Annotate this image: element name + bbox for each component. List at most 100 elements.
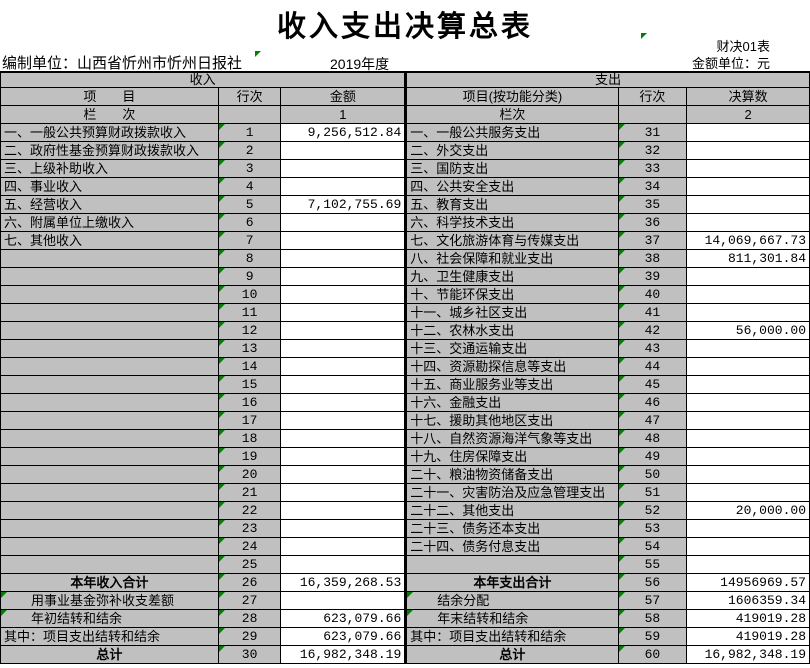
income-line-number-cell[interactable]: 5	[217, 195, 282, 214]
expenditure-amount-cell[interactable]	[686, 159, 810, 178]
expenditure-amount-cell[interactable]	[686, 123, 810, 142]
expenditure-item-cell[interactable]	[405, 555, 619, 574]
income-amount-cell[interactable]: 7,102,755.69	[280, 195, 406, 214]
income-item-cell[interactable]	[0, 339, 219, 358]
expenditure-line-number-cell[interactable]: 49	[617, 447, 688, 466]
income-line-number-cell[interactable]: 11	[217, 303, 282, 322]
expenditure-amount-cell[interactable]	[686, 483, 810, 502]
expenditure-amount-cell[interactable]	[686, 375, 810, 394]
income-section-header[interactable]: 收入	[0, 72, 406, 88]
expenditure-item-cell[interactable]: 一、一般公共服务支出	[405, 123, 619, 142]
expenditure-item-cell[interactable]: 十五、商业服务业等支出	[405, 375, 619, 394]
expenditure-item-cell[interactable]: 二十、粮油物资储备支出	[405, 465, 619, 484]
expenditure-amount-cell[interactable]	[686, 285, 810, 304]
income-line-number-cell[interactable]: 6	[217, 213, 282, 232]
income-item-cell[interactable]	[0, 501, 219, 520]
expenditure-item-cell[interactable]: 十八、自然资源海洋气象等支出	[405, 429, 619, 448]
income-line-number-cell[interactable]: 27	[217, 591, 282, 610]
expenditure-amount-cell[interactable]	[686, 141, 810, 160]
expenditure-line-number-cell[interactable]: 53	[617, 519, 688, 538]
expenditure-amount-cell[interactable]	[686, 429, 810, 448]
expenditure-line-number-cell[interactable]: 55	[617, 555, 688, 574]
income-amount-cell[interactable]	[280, 285, 406, 304]
income-item-cell[interactable]	[0, 249, 219, 268]
income-line-number-cell[interactable]: 13	[217, 339, 282, 358]
expenditure-line-number-cell[interactable]: 41	[617, 303, 688, 322]
income-item-cell[interactable]: 年初结转和结余	[0, 609, 219, 628]
income-line-number-cell[interactable]: 20	[217, 465, 282, 484]
expenditure-item-cell[interactable]: 十九、住房保障支出	[405, 447, 619, 466]
expenditure-item-cell[interactable]: 十、节能环保支出	[405, 285, 619, 304]
income-item-cell[interactable]: 三、上级补助收入	[0, 159, 219, 178]
income-amount-cell[interactable]	[280, 303, 406, 322]
income-line-number-cell[interactable]: 16	[217, 393, 282, 412]
expenditure-line-number-cell[interactable]: 47	[617, 411, 688, 430]
expenditure-col-header-item[interactable]: 项目(按功能分类)	[405, 87, 619, 106]
expenditure-amount-cell[interactable]: 811,301.84	[686, 249, 810, 268]
income-amount-cell[interactable]	[280, 537, 406, 556]
expenditure-line-number-cell[interactable]: 40	[617, 285, 688, 304]
income-item-cell[interactable]: 七、其他收入	[0, 231, 219, 250]
expenditure-index-line[interactable]	[617, 105, 688, 124]
income-amount-cell[interactable]: 9,256,512.84	[280, 123, 406, 142]
income-line-number-cell[interactable]: 17	[217, 411, 282, 430]
income-amount-cell[interactable]: 16,359,268.53	[280, 573, 406, 592]
expenditure-line-number-cell[interactable]: 37	[617, 231, 688, 250]
income-index-item[interactable]: 栏 次	[0, 105, 219, 124]
income-item-cell[interactable]: 五、经营收入	[0, 195, 219, 214]
income-amount-cell[interactable]	[280, 393, 406, 412]
expenditure-item-cell[interactable]: 九、卫生健康支出	[405, 267, 619, 286]
income-amount-cell[interactable]	[280, 447, 406, 466]
income-item-cell[interactable]	[0, 447, 219, 466]
income-amount-cell[interactable]	[280, 411, 406, 430]
expenditure-amount-cell[interactable]	[686, 267, 810, 286]
income-amount-cell[interactable]	[280, 465, 406, 484]
expenditure-line-number-cell[interactable]: 38	[617, 249, 688, 268]
income-item-cell[interactable]: 一、一般公共预算财政拨款收入	[0, 123, 219, 142]
expenditure-amount-cell[interactable]	[686, 213, 810, 232]
expenditure-item-cell[interactable]: 本年支出合计	[405, 573, 619, 592]
income-amount-cell[interactable]	[280, 177, 406, 196]
income-index-amount[interactable]: 1	[280, 105, 406, 124]
income-amount-cell[interactable]	[280, 591, 406, 610]
income-line-number-cell[interactable]: 9	[217, 267, 282, 286]
expenditure-item-cell[interactable]: 二、外交支出	[405, 141, 619, 160]
expenditure-item-cell[interactable]: 十六、金融支出	[405, 393, 619, 412]
expenditure-line-number-cell[interactable]: 32	[617, 141, 688, 160]
income-col-header-line[interactable]: 行次	[217, 87, 282, 106]
expenditure-item-cell[interactable]: 八、社会保障和就业支出	[405, 249, 619, 268]
expenditure-index-amount[interactable]: 2	[686, 105, 810, 124]
income-line-number-cell[interactable]: 24	[217, 537, 282, 556]
expenditure-line-number-cell[interactable]: 34	[617, 177, 688, 196]
expenditure-line-number-cell[interactable]: 50	[617, 465, 688, 484]
income-line-number-cell[interactable]: 15	[217, 375, 282, 394]
income-line-number-cell[interactable]: 26	[217, 573, 282, 592]
expenditure-amount-cell[interactable]	[686, 177, 810, 196]
expenditure-item-cell[interactable]: 二十一、灾害防治及应急管理支出	[405, 483, 619, 502]
expenditure-line-number-cell[interactable]: 54	[617, 537, 688, 556]
income-line-number-cell[interactable]: 18	[217, 429, 282, 448]
income-line-number-cell[interactable]: 30	[217, 645, 282, 664]
expenditure-line-number-cell[interactable]: 43	[617, 339, 688, 358]
income-line-number-cell[interactable]: 25	[217, 555, 282, 574]
income-item-cell[interactable]: 其中：项目支出结转和结余	[0, 627, 219, 646]
expenditure-col-header-amount[interactable]: 决算数	[686, 87, 810, 106]
expenditure-line-number-cell[interactable]: 52	[617, 501, 688, 520]
expenditure-amount-cell[interactable]	[686, 195, 810, 214]
income-amount-cell[interactable]	[280, 249, 406, 268]
expenditure-line-number-cell[interactable]: 60	[617, 645, 688, 664]
income-item-cell[interactable]	[0, 357, 219, 376]
income-item-cell[interactable]: 六、附属单位上缴收入	[0, 213, 219, 232]
income-line-number-cell[interactable]: 23	[217, 519, 282, 538]
expenditure-item-cell[interactable]: 十三、交通运输支出	[405, 339, 619, 358]
income-item-cell[interactable]	[0, 483, 219, 502]
expenditure-line-number-cell[interactable]: 48	[617, 429, 688, 448]
expenditure-amount-cell[interactable]: 14956969.57	[686, 573, 810, 592]
income-item-cell[interactable]	[0, 519, 219, 538]
income-item-cell[interactable]	[0, 321, 219, 340]
income-amount-cell[interactable]	[280, 231, 406, 250]
income-item-cell[interactable]	[0, 555, 219, 574]
expenditure-item-cell[interactable]: 五、教育支出	[405, 195, 619, 214]
income-amount-cell[interactable]	[280, 483, 406, 502]
income-item-cell[interactable]: 二、政府性基金预算财政拨款收入	[0, 141, 219, 160]
